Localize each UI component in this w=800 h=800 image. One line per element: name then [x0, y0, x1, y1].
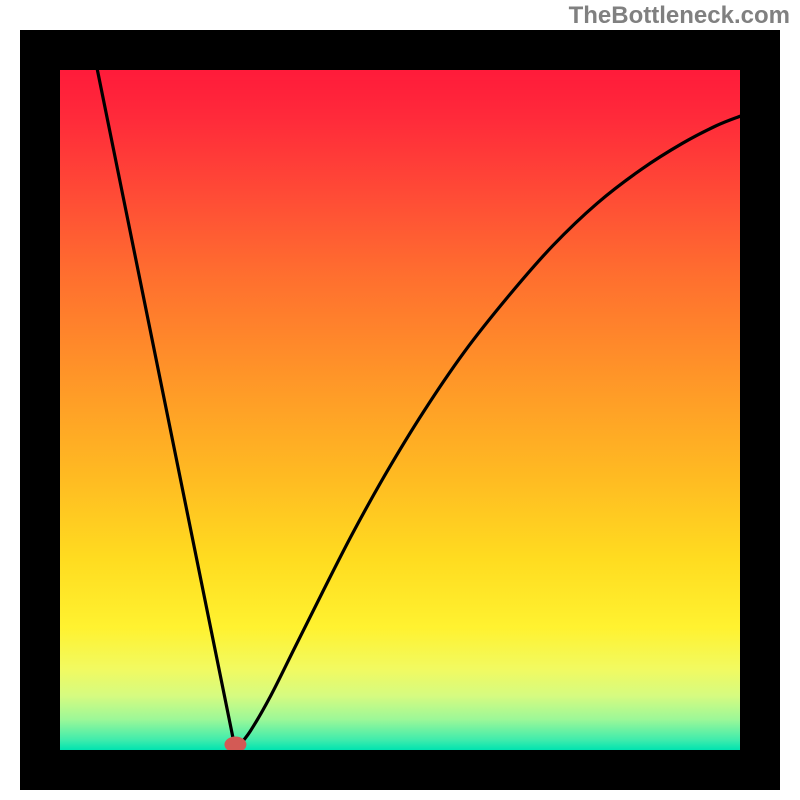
bottleneck-chart	[0, 0, 800, 800]
watermark-text: TheBottleneck.com	[569, 2, 790, 30]
